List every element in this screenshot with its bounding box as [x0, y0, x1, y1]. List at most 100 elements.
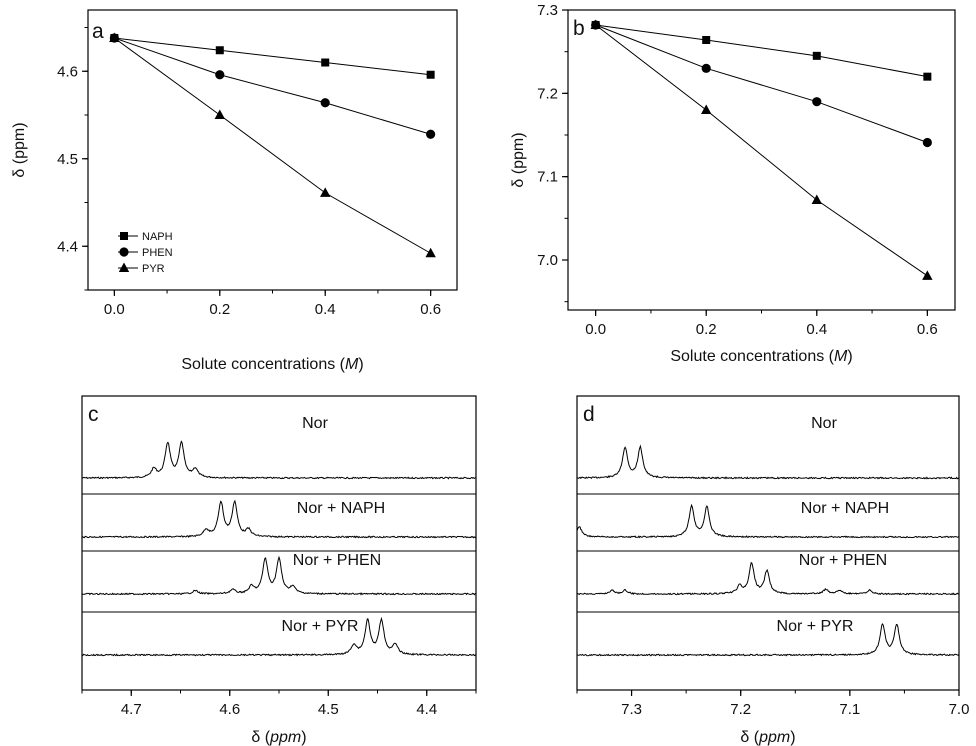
- panel-a-point-square: [215, 46, 224, 55]
- panel-b-series-line-triangle: [595, 24, 928, 277]
- panel-d-xtick-label: 7.1: [839, 701, 860, 718]
- panel-b-ytick-label: 7.3: [537, 2, 558, 19]
- panel-a-ytick-label: 4.4: [57, 238, 78, 255]
- panel-b-series-line-circle: [595, 24, 928, 143]
- panel-a-point-square: [426, 70, 435, 79]
- panel-d-xtick-label: 7.2: [730, 701, 751, 718]
- panel-a-series-line-square: [114, 37, 431, 76]
- panel-a-series-line-circle: [114, 37, 431, 135]
- panel-d-trace-label: Nor + PHEN: [799, 552, 887, 569]
- panel-a-ylabel: δ (ppm): [11, 122, 28, 177]
- panel-d-trace-label: Nor + NAPH: [801, 500, 889, 517]
- panel-a: 0.0 0.2 0.4 0.6 4.4 4.5 4.6 δ (ppm) Solute conce…: [11, 9, 458, 373]
- panel-a-xtick-label: 0.4: [315, 301, 336, 318]
- panel-b-ytick-label: 7.0: [537, 252, 558, 269]
- panel-c-letter: c: [88, 403, 99, 426]
- panel-a-point-circle: [426, 129, 436, 139]
- panel-a-point-circle: [215, 70, 225, 80]
- panel-c-trace-label: Nor + PYR: [282, 618, 359, 635]
- panel-d-trace: [576, 444, 960, 480]
- panel-a-legend-label: PHEN: [142, 247, 173, 259]
- panel-b-point-triangle: [811, 194, 822, 204]
- panel-a-point-triangle: [425, 247, 436, 258]
- panel-b-point-circle: [701, 63, 711, 73]
- panel-b-xlabel: Solute concentrations (M): [670, 348, 852, 365]
- panel-b-point-triangle: [590, 19, 601, 29]
- panel-a-series-line-triangle: [114, 37, 431, 254]
- panel-b-ytick-label: 7.1: [537, 169, 558, 186]
- panel-d-trace-label: Nor + PYR: [777, 618, 854, 635]
- panel-c-trace-label: Nor + NAPH: [297, 500, 385, 517]
- panel-d-trace: [576, 623, 960, 657]
- panel-b-letter: b: [573, 17, 585, 40]
- panel-a-letter: a: [92, 20, 104, 43]
- panel-a-legend-label: NAPH: [142, 231, 173, 243]
- panel-a-xlabel: Solute concentrations (M): [181, 356, 363, 373]
- panel-c-trace: [81, 499, 477, 539]
- panel-b-xlabel-unit: M: [834, 348, 848, 365]
- panel-b-xlabel-close: ): [847, 348, 852, 365]
- panel-d-trace: [576, 503, 960, 539]
- panel-d: 7.3 7.2 7.1 7.0 δ (ppm) d Nor Nor + NAPH Nor + P…: [576, 395, 970, 746]
- panel-d-xtick-label: 7.0: [949, 701, 970, 718]
- panel-a-legend-marker: [118, 262, 130, 272]
- panel-a-point-square: [321, 58, 330, 67]
- panel-a-xtick-label: 0.6: [420, 301, 441, 318]
- panel-b-xtick-label: 0.6: [917, 321, 938, 338]
- panel-a-point-circle: [320, 98, 330, 108]
- panel-c-xtick-label: 4.4: [416, 701, 437, 718]
- panel-a-xlabel-unit: M: [345, 356, 359, 373]
- panel-b-point-square: [923, 72, 932, 81]
- panel-d-xlabel-unit: ppm: [758, 729, 790, 746]
- panel-c: 4.7 4.6 4.5 4.4 δ (ppm) c Nor Nor + NAPH Nor + P…: [81, 395, 477, 746]
- panel-a-ytick-label: 4.6: [57, 63, 78, 80]
- panel-a-xlabel-close: ): [358, 356, 363, 373]
- panel-c-xlabel: δ (ppm): [251, 729, 306, 746]
- panel-a-ytick-label: 4.5: [57, 151, 78, 168]
- panel-a-xtick-label: 0.2: [209, 301, 230, 318]
- panel-a-legend-marker: [119, 247, 129, 257]
- panel-c-trace: [81, 555, 477, 596]
- panel-b-ytick-label: 7.2: [537, 85, 558, 102]
- panel-b-point-circle: [812, 97, 822, 107]
- panel-d-trace: [576, 561, 960, 596]
- panel-b-point-square: [812, 51, 821, 60]
- panel-c-xtick-label: 4.7: [121, 701, 142, 718]
- panel-c-trace: [81, 440, 476, 480]
- panel-b-xlabel-text: Solute concentrations (: [670, 348, 834, 365]
- panel-b: 0.0 0.2 0.4 0.6 7.0 7.1 7.2 7.3 δ (ppm) Solute co…: [510, 2, 956, 365]
- panel-d-xtick-label: 7.3: [621, 701, 642, 718]
- panel-b-xtick-label: 0.0: [585, 321, 606, 338]
- panel-c-xtick-label: 4.5: [318, 701, 339, 718]
- panel-c-xlabel-text: δ (: [251, 729, 270, 746]
- panel-b-xtick-label: 0.2: [696, 321, 717, 338]
- panel-b-point-triangle: [701, 104, 712, 114]
- panel-d-xlabel-text: δ (: [740, 729, 759, 746]
- panel-b-point-triangle: [922, 270, 933, 280]
- panel-b-frame: [567, 9, 956, 311]
- panel-b-point-circle: [922, 137, 932, 148]
- panel-a-xlabel-text: Solute concentrations (: [181, 356, 345, 373]
- panel-b-ylabel: δ (ppm): [510, 132, 527, 187]
- panel-a-point-triangle: [109, 32, 120, 42]
- panel-a-point-triangle: [320, 187, 331, 197]
- panel-c-xlabel-unit: ppm: [269, 729, 301, 746]
- panel-d-xlabel-close: ): [790, 729, 795, 746]
- panel-a-point-triangle: [214, 109, 225, 119]
- panel-d-letter: d: [583, 403, 595, 426]
- panel-b-point-square: [702, 36, 711, 44]
- panel-d-trace-label: Nor: [811, 415, 837, 432]
- panel-b-xtick-label: 0.4: [806, 321, 827, 338]
- panel-d-frame: [576, 395, 960, 691]
- panel-c-xtick-label: 4.6: [219, 701, 240, 718]
- panel-c-trace: [81, 616, 477, 657]
- panel-a-legend-label: PYR: [142, 263, 165, 275]
- panel-d-xlabel: δ (ppm): [740, 729, 795, 746]
- panel-c-xlabel-close: ): [301, 729, 306, 746]
- panel-a-xtick-label: 0.0: [104, 301, 125, 318]
- panel-c-frame: [81, 395, 477, 691]
- panel-c-trace-label: Nor: [302, 415, 328, 432]
- panel-a-legend-marker: [120, 232, 128, 240]
- panel-c-trace-label: Nor + PHEN: [293, 552, 381, 569]
